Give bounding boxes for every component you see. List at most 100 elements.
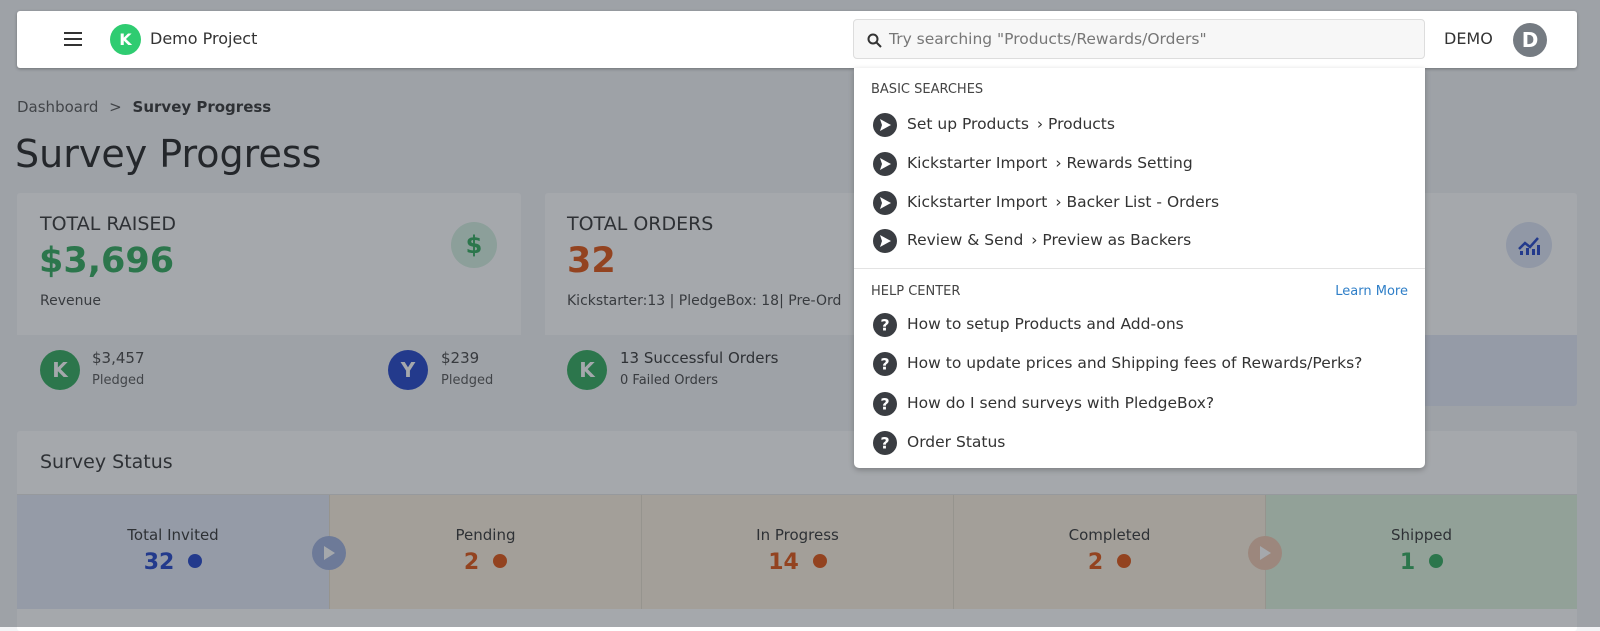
stage-count: 32 — [143, 550, 175, 575]
help-icon: ? — [873, 430, 897, 455]
item-label: Set up Products › Products — [907, 115, 1115, 133]
breadcrumb-separator: > — [109, 98, 122, 116]
stage-label: Pending — [455, 526, 516, 544]
project-name: Demo Project — [150, 29, 258, 48]
search-icon — [867, 33, 882, 48]
stage-count: 2 — [1087, 550, 1104, 575]
pledgebox-icon: Y — [388, 350, 428, 390]
item-target: › Rewards Setting — [1055, 153, 1193, 172]
item-target: › Preview as Backers — [1031, 231, 1192, 250]
breadcrumb-current: Survey Progress — [132, 98, 272, 116]
help-label: How to update prices and Shipping fees o… — [907, 354, 1363, 373]
card-total-raised: TOTAL RAISED $3,696 Revenue $ K $3,457 P… — [17, 193, 521, 406]
page-title: Survey Progress — [15, 132, 322, 176]
stage-value: 2 — [954, 550, 1265, 575]
source-amount: $3,457 — [92, 349, 145, 367]
stat-label: Failed Orders — [632, 373, 718, 388]
kickstarter-icon: K — [567, 350, 607, 390]
chart-icon — [1506, 222, 1552, 268]
stage-label: In Progress — [756, 526, 839, 544]
svg-text:?: ? — [880, 316, 889, 335]
search-box[interactable]: Try searching "Products/Rewards/Orders" — [853, 19, 1425, 59]
svg-text:?: ? — [880, 355, 889, 374]
user-name: DEMO — [1444, 29, 1493, 48]
learn-more-link[interactable]: Learn More — [1335, 284, 1408, 299]
help-item[interactable]: ? How to setup Products and Add-ons — [854, 307, 1425, 343]
card-value: $3,696 — [39, 241, 175, 281]
search-placeholder: Try searching "Products/Rewards/Orders" — [889, 30, 1207, 48]
card-title: TOTAL ORDERS — [567, 213, 714, 235]
source-label: Pledged — [92, 373, 145, 388]
search-item[interactable]: Review & Send › Preview as Backers — [854, 223, 1425, 259]
send-icon — [873, 151, 897, 176]
search-dropdown: BASIC SEARCHES HELP CENTER Learn More Se… — [854, 68, 1425, 468]
project-logo: K — [110, 24, 141, 55]
search-item[interactable]: Kickstarter Import › Backer List - Orders — [854, 185, 1425, 221]
stat-count: 0 — [620, 373, 629, 388]
help-label: How do I send surveys with PledgeBox? — [907, 393, 1215, 412]
help-item[interactable]: ? How to update prices and Shipping fees … — [854, 346, 1425, 382]
flow-arrow — [312, 536, 346, 570]
card-value: 32 — [567, 241, 616, 281]
section-heading: HELP CENTER — [871, 284, 961, 299]
source-amount: $239 — [441, 349, 480, 367]
info-icon — [1117, 554, 1132, 568]
info-icon — [812, 554, 827, 568]
card-caption: Kickstarter:13 | PledgeBox: 18| Pre-Ord — [567, 293, 842, 309]
top-bar: K Demo Project Try searching "Products/R… — [17, 11, 1577, 68]
help-label: Order Status — [907, 432, 1006, 451]
stage-count: 1 — [1399, 550, 1416, 575]
send-icon — [873, 113, 897, 137]
stat: 0 Failed Orders — [620, 373, 718, 388]
svg-text:?: ? — [880, 394, 889, 413]
card-caption: Revenue — [40, 293, 101, 309]
info-icon — [188, 554, 203, 568]
help-icon: ? — [873, 391, 897, 416]
avatar[interactable]: D — [1513, 23, 1547, 57]
stat-label: Successful Orders — [643, 349, 779, 367]
card-title: TOTAL RAISED — [40, 213, 177, 235]
divider — [854, 268, 1425, 269]
help-icon: ? — [873, 352, 897, 377]
svg-text:?: ? — [880, 433, 889, 452]
stage-label: Total Invited — [127, 526, 219, 544]
dollar-icon: $ — [451, 222, 497, 268]
stage: In Progress 14 — [641, 495, 953, 609]
search-item[interactable]: Kickstarter Import › Rewards Setting — [854, 146, 1425, 182]
card-footer: K $3,457 Pledged Y $239 Pledged — [17, 335, 521, 406]
help-item[interactable]: ? How do I send surveys with PledgeBox? — [854, 386, 1425, 422]
help-item[interactable]: ? Order Status — [854, 425, 1425, 461]
panel-divider — [17, 494, 1577, 495]
chart-glyph — [1518, 237, 1540, 255]
section-heading: BASIC SEARCHES — [871, 82, 984, 97]
item-label: Review & Send › Preview as Backers — [907, 231, 1192, 250]
stage: Shipped 1 — [1265, 495, 1577, 609]
item-label: Kickstarter Import › Rewards Setting — [907, 153, 1193, 172]
item-label: Kickstarter Import › Backer List - Orders — [907, 192, 1220, 211]
menu-button[interactable] — [64, 31, 82, 47]
stage-value: 1 — [1266, 550, 1577, 575]
info-icon — [493, 554, 508, 568]
info-icon — [1429, 554, 1444, 568]
stage-label: Completed — [1068, 526, 1151, 544]
breadcrumb-link[interactable]: Dashboard — [17, 98, 99, 116]
flow-arrow — [1248, 536, 1282, 570]
stage-count: 14 — [768, 550, 799, 575]
item-target: › Products — [1036, 115, 1115, 133]
stage: Total Invited 32 — [17, 495, 329, 609]
send-icon — [873, 190, 897, 215]
stage: Completed 2 — [953, 495, 1265, 609]
breadcrumb: Dashboard > Survey Progress — [17, 98, 271, 116]
help-label: How to setup Products and Add-ons — [907, 315, 1184, 333]
stage-label: Shipped — [1391, 526, 1452, 544]
source-label: Pledged — [441, 373, 494, 388]
stage-value: 14 — [642, 550, 953, 575]
search-item[interactable]: Set up Products › Products — [854, 107, 1425, 143]
kickstarter-icon: K — [40, 350, 80, 390]
stage-count: 2 — [463, 550, 480, 575]
stat: 13 Successful Orders — [620, 349, 778, 367]
help-icon: ? — [873, 313, 897, 337]
item-target: › Backer List - Orders — [1055, 192, 1220, 211]
stage-value: 32 — [17, 550, 329, 575]
